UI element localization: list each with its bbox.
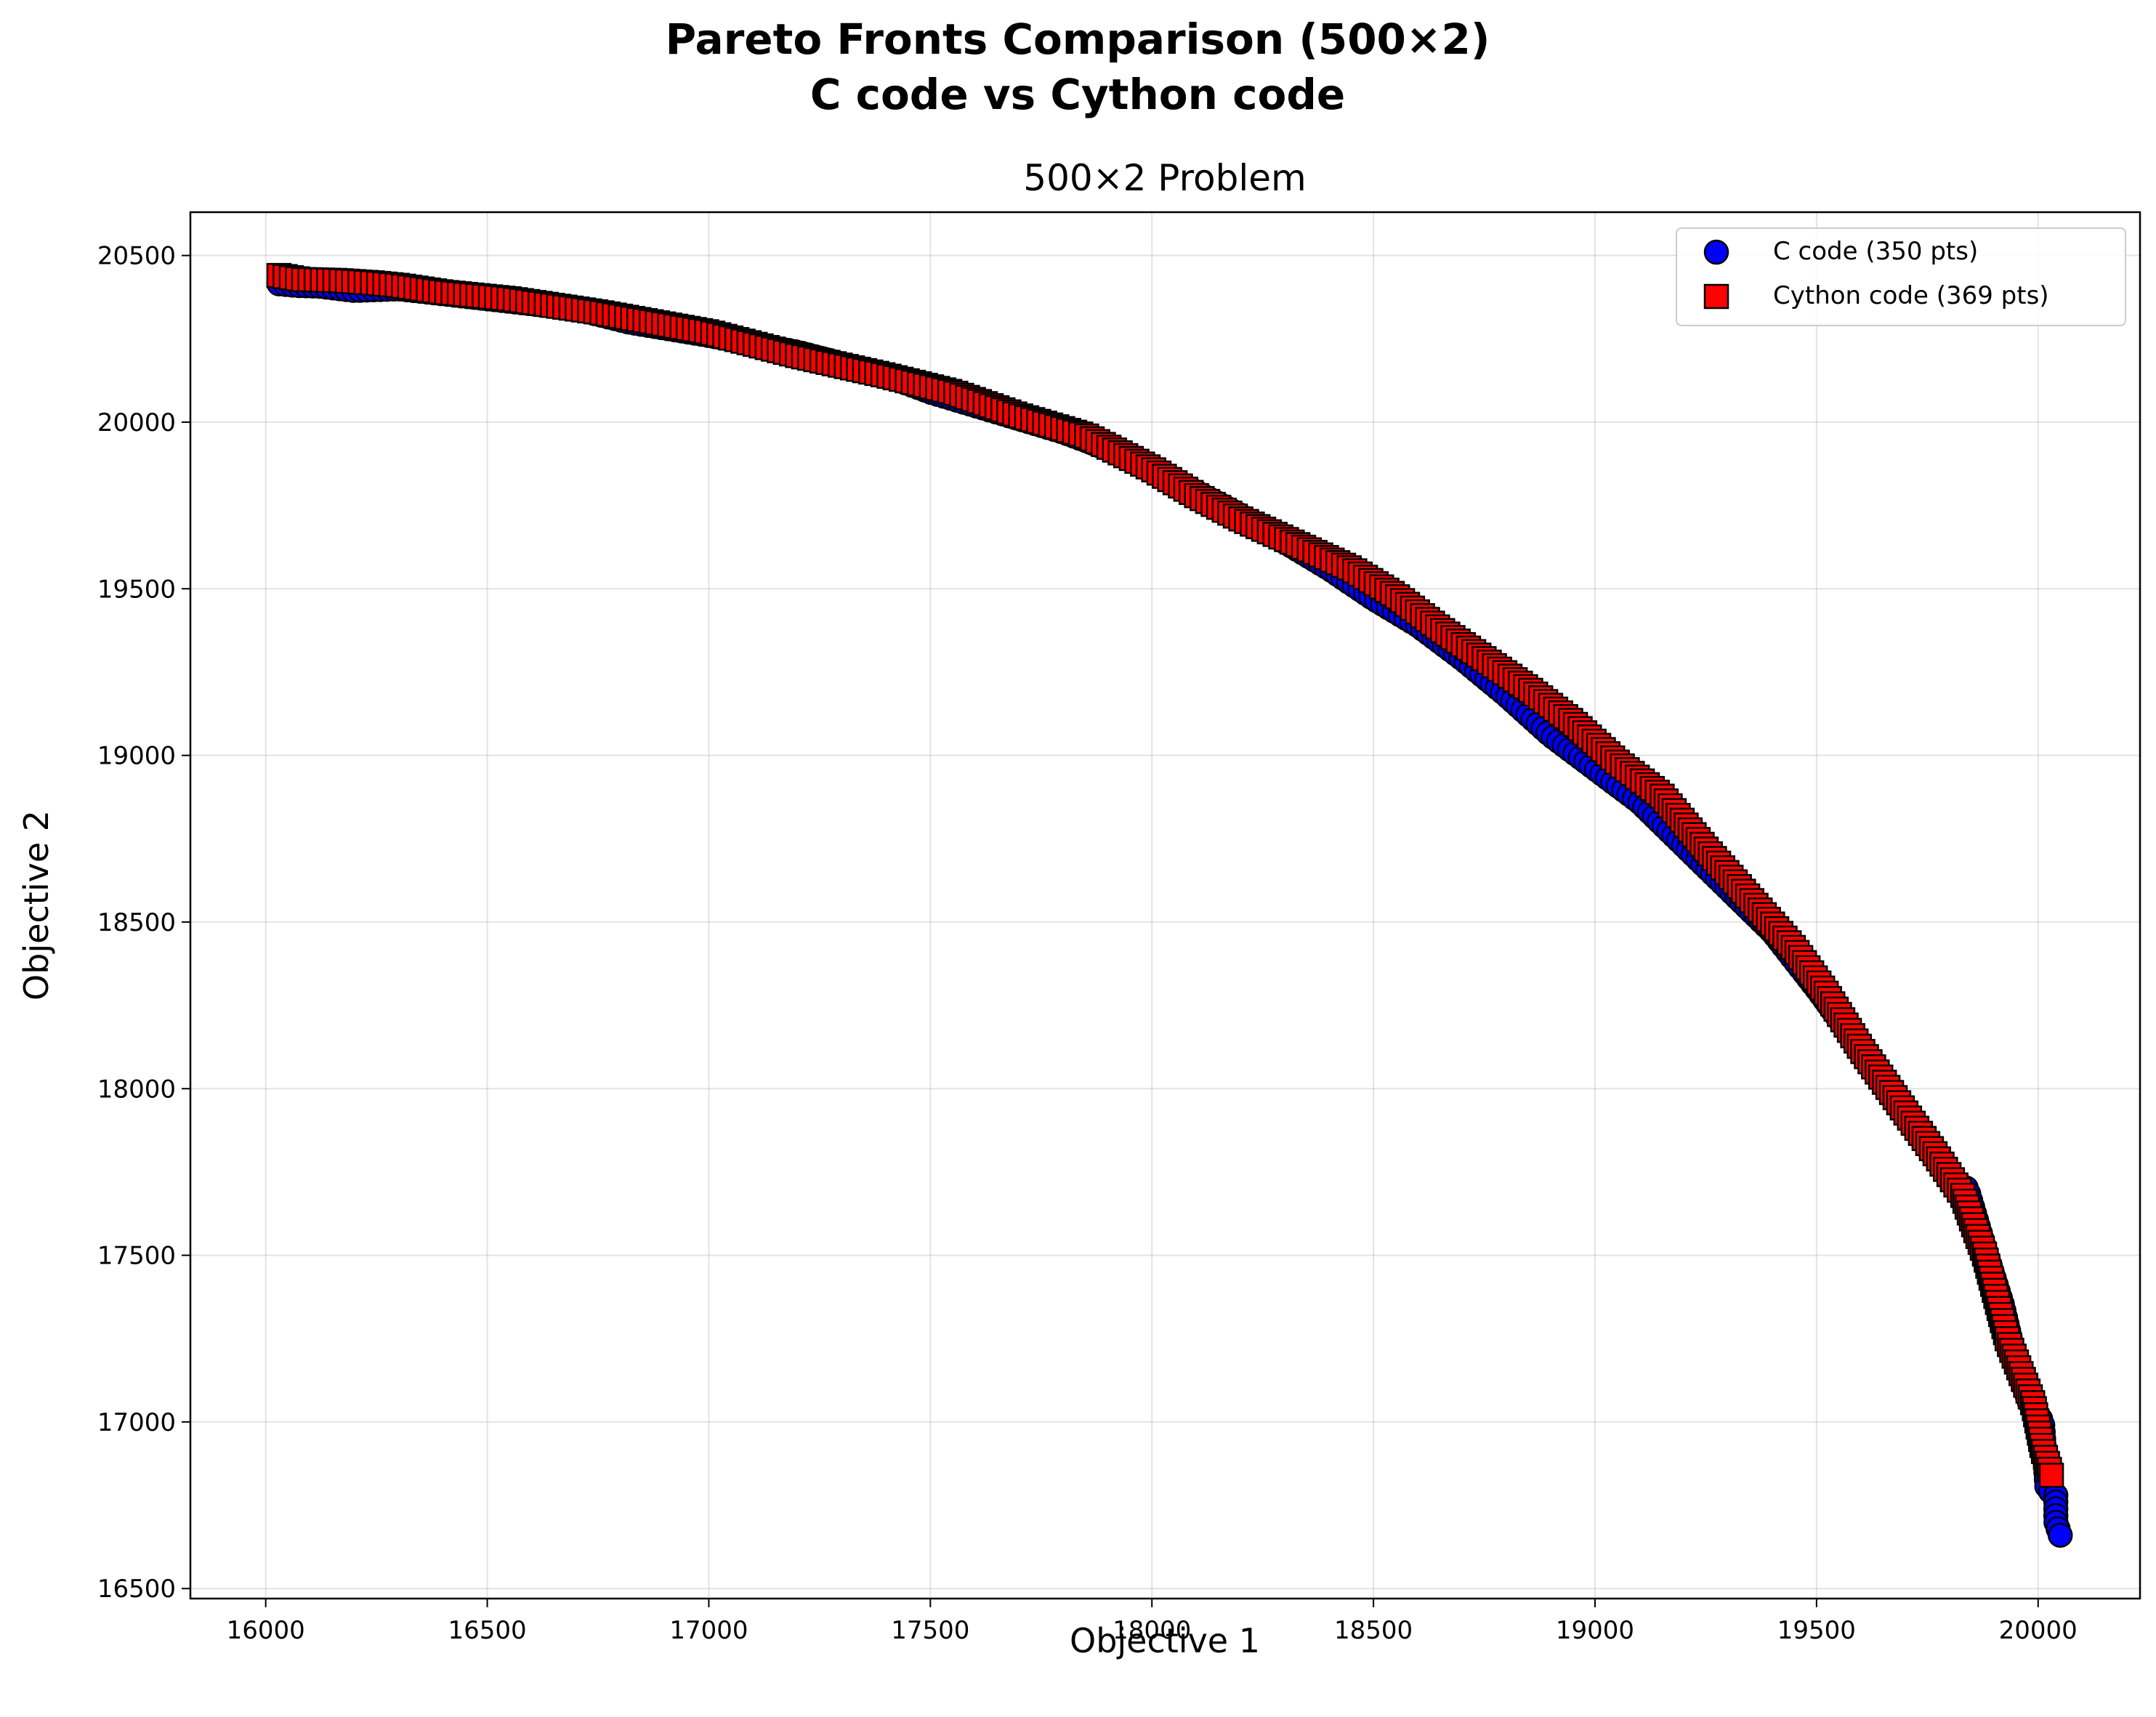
x-tick-label: 16500 [448, 1616, 526, 1645]
markers [266, 262, 2073, 1548]
y-tick-label: 18500 [97, 908, 176, 937]
legend: C code (350 pts) Cython code (369 pts) [1676, 227, 2126, 326]
legend-label-cython-code: Cython code (369 pts) [1773, 281, 2049, 310]
x-axis-label: Objective 1 [1070, 1621, 1260, 1660]
x-axis-ticks: 16000 16500 17000 17500 18000 18500 19000 19500… [227, 1599, 2078, 1645]
y-tick-label: 20500 [97, 242, 176, 271]
x-tick-label: 19000 [1556, 1616, 1634, 1645]
plot-frame [189, 211, 2141, 1600]
legend-box [1676, 227, 2126, 326]
legend-marker-cython-code [1703, 283, 1729, 310]
y-tick-label: 19500 [97, 575, 176, 604]
legend-marker-c-code [1703, 239, 1729, 265]
c-code-point [2047, 1522, 2073, 1548]
y-tick-label: 19000 [97, 742, 176, 771]
y-tick-label: 18000 [97, 1075, 176, 1104]
y-axis-ticks: 16500 17000 17500 18000 18500 19000 19500 20000… [97, 242, 190, 1604]
grid [190, 212, 2140, 1599]
cython-code-point [2038, 1463, 2064, 1488]
x-tick-label: 17000 [669, 1616, 748, 1645]
x-tick-label: 18000 [1113, 1616, 1191, 1645]
x-tick-label: 19500 [1777, 1616, 1856, 1645]
x-tick-label: 18500 [1334, 1616, 1413, 1645]
x-tick-label: 16000 [227, 1616, 305, 1645]
y-tick-label: 17000 [97, 1408, 176, 1437]
figure-title-line-2: C code vs Cython code [810, 70, 1345, 119]
y-tick-label: 17500 [97, 1242, 176, 1271]
x-tick-label: 20000 [1999, 1616, 2078, 1645]
y-axis-label: Objective 2 [17, 810, 56, 1001]
y-tick-label: 16500 [97, 1575, 176, 1604]
x-tick-label: 17500 [891, 1616, 969, 1645]
figure-title-line-1: Pareto Fronts Comparison (500×2) [666, 15, 1490, 64]
legend-label-c-code: C code (350 pts) [1773, 237, 1978, 266]
chart-title: 500×2 Problem [1023, 157, 1306, 199]
y-tick-label: 20000 [97, 408, 176, 437]
